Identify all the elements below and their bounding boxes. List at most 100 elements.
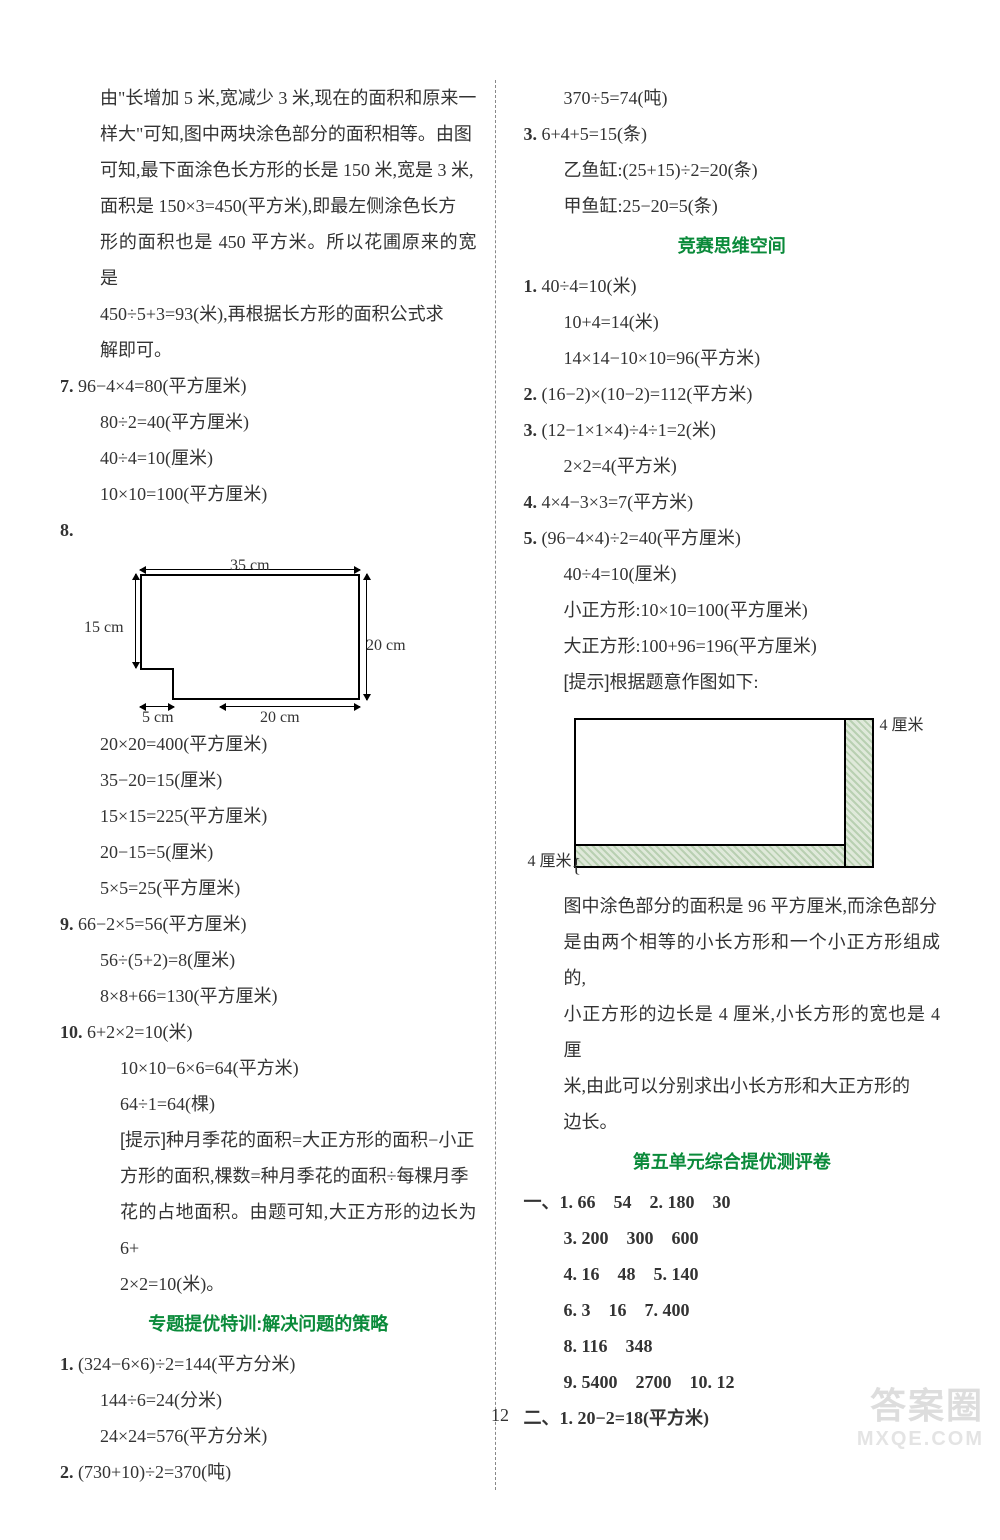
c5-line: 小正方形:10×10=100(平方厘米) [524, 592, 941, 628]
s3-line: 6+4+5=15(条) [542, 124, 647, 144]
s3-line: 甲鱼缸:25−20=5(条) [524, 188, 941, 224]
page-number: 12 [0, 1397, 1000, 1433]
c5-after: 米,由此可以分别求出小长方形和大正方形的 [524, 1068, 941, 1104]
c5-figure: 4 厘米 4 厘米{ [524, 700, 941, 888]
prelude-line: 由"长增加 5 米,宽减少 3 米,现在的面积和原来一 [60, 80, 477, 116]
prelude-line: 面积是 150×3=450(平方米),即最左侧涂色长方 [60, 188, 477, 224]
c5-hint-intro: 根据题意作图如下: [610, 672, 759, 692]
c5-after: 小正方形的边长是 4 厘米,小长方形的宽也是 4 厘 [524, 996, 941, 1068]
q9-line: 56÷(5+2)=8(厘米) [60, 942, 477, 978]
c4-line: 4×4−3×3=7(平方米) [542, 492, 694, 512]
fig1-label-20b: 20 cm [260, 702, 300, 734]
page: 由"长增加 5 米,宽减少 3 米,现在的面积和原来一 样大"可知,图中两块涂色… [0, 0, 1000, 1540]
q8-number: 8. [60, 520, 74, 540]
q10-number: 10. [60, 1022, 83, 1042]
q10-hint-line: 花的占地面积。由题可知,大正方形的边长为 6+ [60, 1194, 477, 1266]
c2-line: (16−2)×(10−2)=112(平方米) [542, 384, 753, 404]
c2: 2. (16−2)×(10−2)=112(平方米) [524, 376, 941, 412]
prelude-line: 解即可。 [60, 332, 477, 368]
q8-line: 15×15=225(平方厘米) [60, 798, 477, 834]
q8-line: 5×5=25(平方厘米) [60, 870, 477, 906]
u1-line: 6. 3 16 7. 400 [524, 1292, 941, 1328]
c5-line: (96−4×4)÷2=40(平方厘米) [542, 528, 741, 548]
q9-number: 9. [60, 914, 74, 934]
c4: 4. 4×4−3×3=7(平方米) [524, 484, 941, 520]
s3-number: 3. [524, 124, 538, 144]
watermark-line1: 答案圈 [857, 1384, 984, 1427]
prelude-line: 可知,最下面涂色长方形的长是 150 米,宽是 3 米, [60, 152, 477, 188]
s3-line: 乙鱼缸:(25+15)÷2=20(条) [524, 152, 941, 188]
fig1-label-15: 15 cm [84, 612, 124, 644]
heading-strategy: 专题提优特训:解决问题的策略 [60, 1302, 477, 1346]
q8-figure: 35 cm 15 cm 20 cm 5 cm 20 cm [60, 548, 477, 726]
q10-hint: [提示]种月季花的面积=大正方形的面积−小正 [60, 1122, 477, 1158]
q7-number: 7. [60, 376, 74, 396]
q9-line: 66−2×5=56(平方厘米) [78, 914, 246, 934]
s1: 1. (324−6×6)÷2=144(平方分米) [60, 1346, 477, 1382]
q9: 9. 66−2×5=56(平方厘米) [60, 906, 477, 942]
c1-line: 10+4=14(米) [524, 304, 941, 340]
s3: 3. 6+4+5=15(条) [524, 116, 941, 152]
prelude-line: 450÷5+3=93(米),再根据长方形的面积公式求 [60, 296, 477, 332]
c2-number: 2. [524, 384, 538, 404]
fig2-label-bottom: 4 厘米{ [528, 846, 572, 878]
q10-hint-line: 2×2=10(米)。 [60, 1266, 477, 1302]
q7: 7. 96−4×4=80(平方厘米) [60, 368, 477, 404]
q10-hint-line: 方形的面积,棵数=种月季花的面积÷每棵月季 [60, 1158, 477, 1194]
c5-after: 图中涂色部分的面积是 96 平方厘米,而涂色部分 [524, 888, 941, 924]
q10-hint-line: 种月季花的面积=大正方形的面积−小正 [166, 1130, 474, 1150]
c3-number: 3. [524, 420, 538, 440]
c5-number: 5. [524, 528, 538, 548]
u1-line: 4. 16 48 5. 140 [524, 1256, 941, 1292]
s2-number: 2. [60, 1462, 74, 1482]
fig1-label-35: 35 cm [230, 550, 270, 582]
q8-line: 35−20=15(厘米) [60, 762, 477, 798]
s2: 2. (730+10)÷2=370(吨) [60, 1454, 477, 1490]
hint-label: [提示] [564, 672, 610, 692]
q7-line: 96−4×4=80(平方厘米) [78, 376, 246, 396]
right-column: 370÷5=74(吨) 3. 6+4+5=15(条) 乙鱼缸:(25+15)÷2… [516, 80, 941, 1490]
c5-line: 40÷4=10(厘米) [524, 556, 941, 592]
left-column: 由"长增加 5 米,宽减少 3 米,现在的面积和原来一 样大"可知,图中两块涂色… [60, 80, 496, 1490]
c1-line: 40÷4=10(米) [542, 276, 637, 296]
c5-after: 边长。 [524, 1104, 941, 1140]
q10-line: 10×10−6×6=64(平方米) [60, 1050, 477, 1086]
c1-line: 14×14−10×10=96(平方米) [524, 340, 941, 376]
c3: 3. (12−1×1×4)÷4÷1=2(米) [524, 412, 941, 448]
c1-number: 1. [524, 276, 538, 296]
q8-line: 20−15=5(厘米) [60, 834, 477, 870]
fig2-label-right: 4 厘米 [880, 710, 924, 742]
s1-number: 1. [60, 1354, 74, 1374]
c4-number: 4. [524, 492, 538, 512]
fig1-label-20r: 20 cm [366, 630, 406, 662]
s1-line: (324−6×6)÷2=144(平方分米) [78, 1354, 295, 1374]
q9-line: 8×8+66=130(平方厘米) [60, 978, 477, 1014]
fig1-label-5: 5 cm [142, 702, 174, 734]
watermark-line2: MXQE.COM [857, 1427, 984, 1451]
c5-line: 大正方形:100+96=196(平方厘米) [524, 628, 941, 664]
c3-line: (12−1×1×4)÷4÷1=2(米) [542, 420, 716, 440]
c5-after: 是由两个相等的小长方形和一个小正方形组成的, [524, 924, 941, 996]
prelude-line: 形的面积也是 450 平方米。所以花圃原来的宽是 [60, 224, 477, 296]
u1: 一、1. 66 54 2. 180 30 [524, 1184, 941, 1220]
prelude-line: 样大"可知,图中两块涂色部分的面积相等。由图 [60, 116, 477, 152]
c1: 1. 40÷4=10(米) [524, 268, 941, 304]
q10: 10. 6+2×2=10(米) [60, 1014, 477, 1050]
u1-line: 8. 116 348 [524, 1328, 941, 1364]
heading-unit5: 第五单元综合提优测评卷 [524, 1140, 941, 1184]
c3-line: 2×2=4(平方米) [524, 448, 941, 484]
q10-line: 6+2×2=10(米) [87, 1022, 192, 1042]
u1-line: 3. 200 300 600 [524, 1220, 941, 1256]
s2-cont: 370÷5=74(吨) [524, 80, 941, 116]
c5: 5. (96−4×4)÷2=40(平方厘米) [524, 520, 941, 556]
heading-contest: 竞赛思维空间 [524, 224, 941, 268]
c5-hint: [提示]根据题意作图如下: [524, 664, 941, 700]
q7-line: 40÷4=10(厘米) [60, 440, 477, 476]
q7-line: 10×10=100(平方厘米) [60, 476, 477, 512]
u1-sec: 一、 [524, 1192, 560, 1212]
q10-line: 64÷1=64(棵) [60, 1086, 477, 1122]
hint-label: [提示] [120, 1130, 166, 1150]
u1-line: 1. 66 54 2. 180 30 [560, 1192, 731, 1212]
q8: 8. [60, 512, 477, 548]
s2-line: (730+10)÷2=370(吨) [78, 1462, 231, 1482]
